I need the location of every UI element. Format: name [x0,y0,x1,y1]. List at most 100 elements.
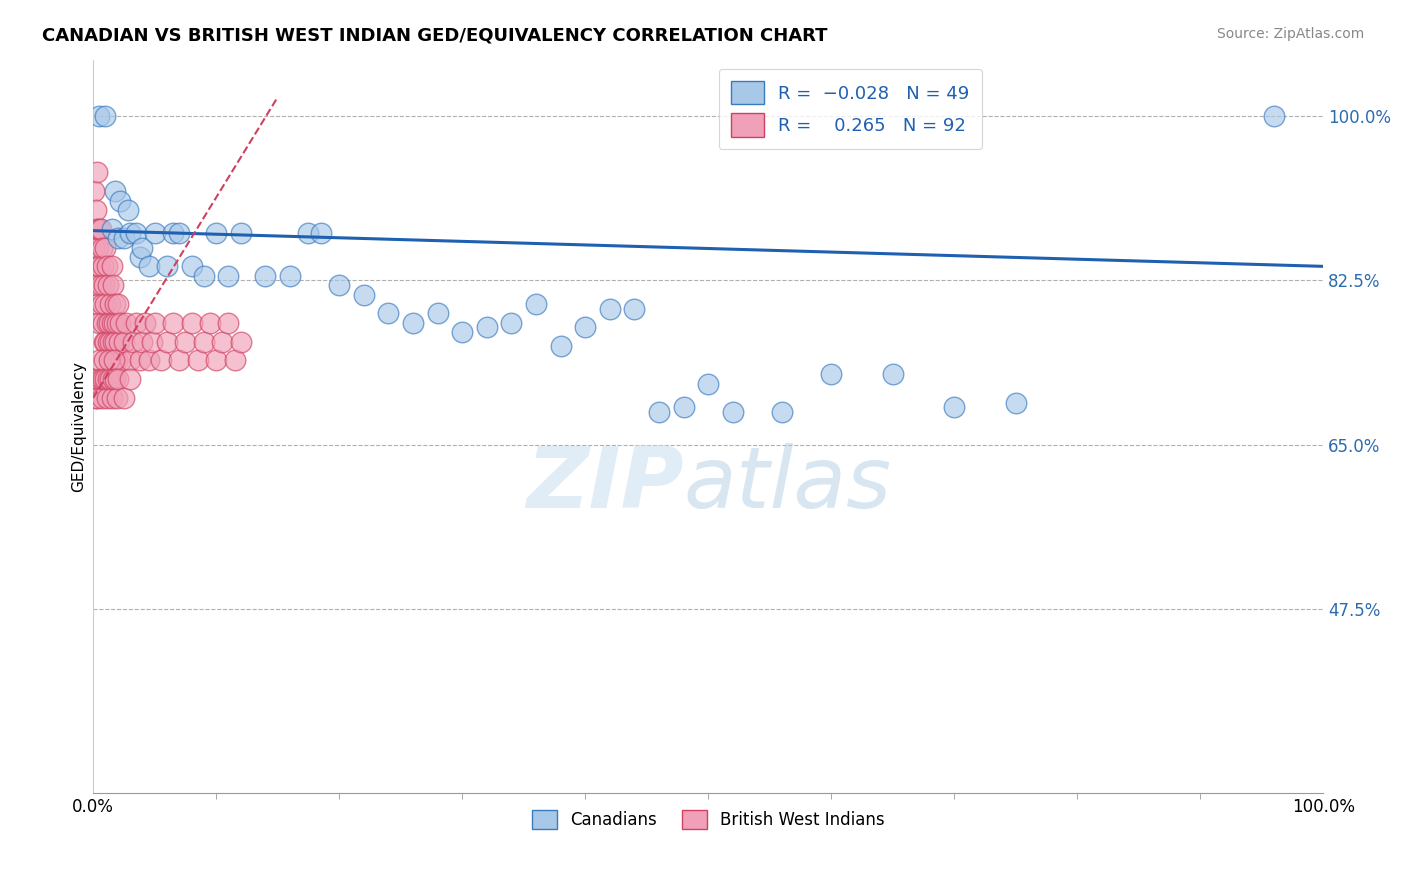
Point [105,391,128,405]
Point [524,297,547,311]
Point [91,260,114,274]
Point [90,297,112,311]
Point [193,334,215,349]
Point [93,278,115,293]
Text: atlas: atlas [683,443,891,526]
Point [180,260,202,274]
Point [103,353,125,368]
Point [87,372,110,386]
Point [229,334,252,349]
Point [550,339,572,353]
Point [105,316,128,330]
Point [107,231,129,245]
Text: Source: ZipAtlas.com: Source: ZipAtlas.com [1216,27,1364,41]
Point [648,405,671,419]
Point [90,241,112,255]
Point [83,184,105,198]
Point [87,241,110,255]
Point [115,316,138,330]
Point [84,202,107,217]
Point [110,316,132,330]
Point [101,334,124,349]
Point [105,353,128,368]
Point [162,316,184,330]
Point [211,334,233,349]
Point [120,353,142,368]
Point [156,260,179,274]
Point [943,401,966,415]
Point [254,268,277,283]
Point [120,227,142,241]
Point [90,278,112,293]
Y-axis label: GED/Equivalency: GED/Equivalency [72,360,86,491]
Point [93,334,115,349]
Point [475,320,498,334]
Point [84,260,107,274]
Point [83,372,105,386]
Point [278,268,301,283]
Point [229,227,252,241]
Point [104,184,127,198]
Point [91,372,114,386]
Point [672,401,695,415]
Point [623,301,645,316]
Point [103,316,125,330]
Legend: Canadians, British West Indians: Canadians, British West Indians [524,803,891,836]
Point [224,353,246,368]
Point [156,334,179,349]
Point [110,353,132,368]
Point [97,278,120,293]
Point [100,372,122,386]
Point [426,306,449,320]
Point [90,372,112,386]
Point [98,353,121,368]
Point [90,391,112,405]
Point [97,372,120,386]
Point [574,320,596,334]
Point [96,316,118,330]
Point [83,241,105,255]
Point [112,391,135,405]
Point [89,316,111,330]
Point [112,334,135,349]
Point [96,260,118,274]
Point [169,353,191,368]
Point [100,297,122,311]
Point [402,316,425,330]
Point [112,231,135,245]
Point [94,372,117,386]
Point [89,260,111,274]
Point [297,227,319,241]
Point [84,391,107,405]
Point [100,221,122,235]
Point [451,325,474,339]
Point [101,278,124,293]
Point [91,316,114,330]
Point [117,202,139,217]
Point [169,227,191,241]
Point [120,372,142,386]
Point [721,405,744,419]
Point [125,227,148,241]
Point [1263,109,1285,123]
Point [501,316,523,330]
Point [89,221,111,235]
Point [97,334,120,349]
Point [162,227,184,241]
Point [198,316,221,330]
Point [193,268,215,283]
Point [100,334,122,349]
Point [86,391,108,405]
Point [129,353,152,368]
Point [882,368,904,382]
Point [143,227,166,241]
Point [377,306,399,320]
Point [149,353,172,368]
Point [180,316,202,330]
Point [205,227,228,241]
Point [697,376,720,391]
Point [141,334,163,349]
Point [94,109,117,123]
Point [110,194,132,208]
Point [107,297,129,311]
